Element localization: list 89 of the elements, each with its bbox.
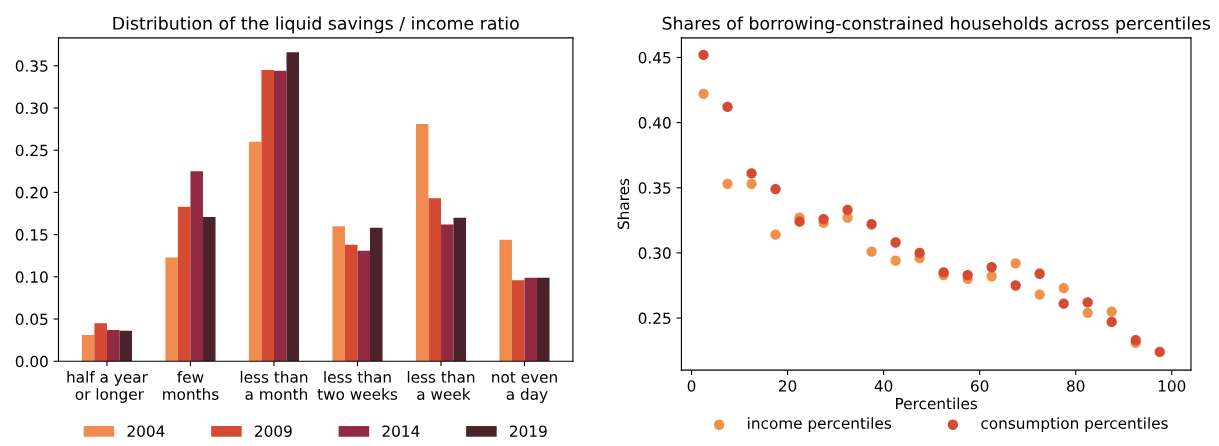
x-tick-label: less than a week <box>407 370 475 400</box>
y-tick-label: 0.00 <box>15 355 48 368</box>
legend-label: 2014 <box>382 425 420 437</box>
point <box>698 49 709 60</box>
chart-title: Shares of borrowing-constrained households across percentiles <box>662 16 1210 34</box>
point <box>722 178 733 189</box>
y-tick-label: 0.30 <box>15 102 48 114</box>
bar <box>81 335 95 362</box>
x-tick-label: 0 <box>687 380 696 392</box>
point <box>1106 316 1117 328</box>
y-tick-label: 0.25 <box>15 144 48 157</box>
x-tick-label: 100 <box>1158 380 1186 392</box>
y-tick-label: 0.05 <box>15 313 48 326</box>
y-tick-label: 0.20 <box>15 186 48 199</box>
bar <box>511 280 525 362</box>
bar <box>428 198 441 362</box>
point <box>962 269 973 281</box>
point <box>746 168 757 179</box>
point <box>722 101 733 113</box>
bar <box>332 226 345 362</box>
point <box>890 255 901 266</box>
bar <box>94 323 107 362</box>
x-tick-label: less than two weeks <box>317 370 398 400</box>
bar <box>415 124 429 362</box>
x-tick-label: few months <box>163 370 219 400</box>
point <box>842 204 853 216</box>
point <box>1010 280 1021 291</box>
y-tick-label: 0.10 <box>15 271 48 283</box>
point <box>818 213 829 225</box>
point <box>1154 346 1165 358</box>
point <box>1058 282 1069 294</box>
point <box>1058 298 1069 309</box>
bar <box>273 70 287 362</box>
bar <box>453 217 467 362</box>
y-tick-label: 0.30 <box>638 247 671 259</box>
point <box>986 262 997 273</box>
y-tick-label: 0.25 <box>638 312 671 325</box>
x-tick-label: 80 <box>1067 380 1085 392</box>
y-tick-label: 0.35 <box>638 182 671 194</box>
point <box>1082 297 1093 308</box>
chart-title: Distribution of the liquid savings / income ratio <box>113 16 519 34</box>
bar <box>524 277 538 362</box>
point <box>1034 289 1045 300</box>
legend-label: 2009 <box>255 425 292 437</box>
x-axis-title: Percentiles <box>896 397 978 410</box>
bar <box>202 216 216 362</box>
bar <box>344 244 358 362</box>
x-tick-label: 20 <box>778 380 797 392</box>
bar <box>286 52 300 362</box>
point <box>1034 268 1045 279</box>
bar <box>177 206 191 362</box>
bar <box>537 277 550 362</box>
bar <box>261 69 274 362</box>
bar <box>106 330 120 362</box>
x-tick-label: 40 <box>874 380 893 392</box>
x-tick-label: not even a day <box>492 371 557 403</box>
bar <box>499 239 512 362</box>
y-tick-label: 0.35 <box>15 60 48 72</box>
x-tick-label: half a year or longer <box>67 370 148 403</box>
point <box>1106 306 1117 317</box>
y-tick-label: 0.40 <box>638 117 671 129</box>
y-axis-title: Shares <box>617 178 630 230</box>
bar <box>370 227 383 362</box>
point <box>866 219 877 230</box>
point <box>914 247 925 259</box>
legend-label: consumption percentiles <box>981 417 1168 432</box>
point <box>794 216 805 227</box>
x-tick-label: less than a month <box>240 370 308 400</box>
point <box>1010 258 1021 269</box>
bar <box>440 224 454 362</box>
bar <box>248 141 262 362</box>
legend-label: income percentiles <box>748 417 892 432</box>
y-tick-label: 0.15 <box>15 229 48 241</box>
point <box>1082 307 1093 318</box>
x-tick-label: 60 <box>971 380 989 392</box>
y-tick-label: 0.45 <box>638 51 671 64</box>
point <box>770 183 781 195</box>
bar <box>190 171 203 362</box>
bar <box>357 250 370 362</box>
legend-label: 2019 <box>510 425 547 437</box>
point <box>986 271 997 282</box>
point <box>866 246 877 257</box>
point <box>746 178 757 189</box>
point <box>890 237 901 248</box>
point <box>698 88 709 100</box>
point <box>770 229 781 240</box>
bar <box>165 257 178 362</box>
bar <box>119 330 132 362</box>
legend-label: 2004 <box>127 425 165 437</box>
